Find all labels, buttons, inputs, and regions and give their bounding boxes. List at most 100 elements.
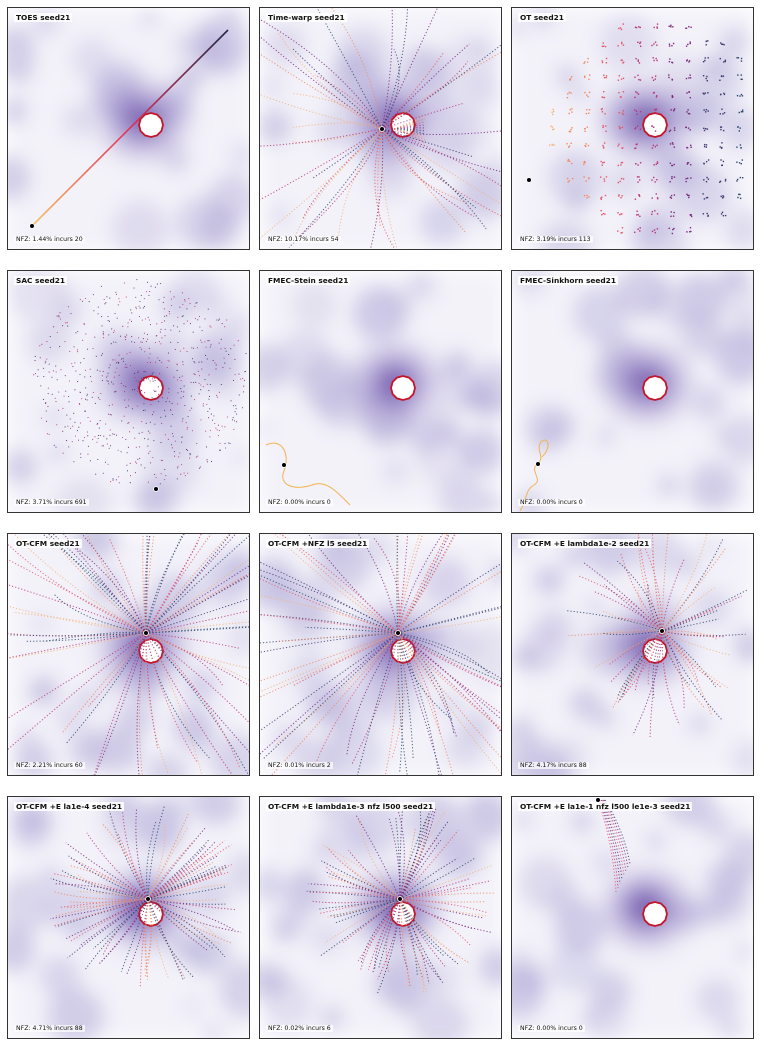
- sample-mark: [117, 304, 119, 306]
- sample-mark: [151, 397, 153, 399]
- trajectory: [292, 122, 383, 130]
- chart-panel: Time-warp seed21 NFZ: 10.17% incurs 54: [259, 7, 502, 250]
- density-blob: [8, 25, 38, 80]
- trajectory: [313, 632, 399, 769]
- sample-mark: [158, 393, 160, 395]
- trajectory: [634, 630, 663, 691]
- sample-mark: [74, 362, 76, 364]
- sample-mark: [686, 163, 689, 165]
- sample-mark: [706, 128, 709, 130]
- sample-mark: [740, 57, 743, 60]
- sample-mark: [621, 41, 623, 44]
- sample-mark: [568, 145, 571, 147]
- sample-mark: [585, 143, 587, 145]
- sample-mark: [170, 425, 172, 427]
- sample-mark: [181, 375, 183, 377]
- trajectory: [332, 872, 401, 900]
- density-blob: [52, 302, 78, 329]
- sample-mark: [220, 338, 222, 340]
- sample-mark: [186, 320, 188, 322]
- sample-mark: [567, 93, 569, 95]
- sample-mark: [213, 415, 215, 417]
- sample-mark: [635, 163, 637, 165]
- sample-mark: [105, 376, 107, 378]
- density-blob: [545, 881, 585, 922]
- sample-mark: [651, 211, 654, 213]
- sample-mark: [158, 341, 160, 343]
- sample-mark: [669, 196, 672, 199]
- sample-mark: [670, 26, 672, 28]
- sample-mark: [139, 446, 141, 448]
- sample-mark: [176, 364, 178, 366]
- trajectory: [43, 631, 147, 642]
- sample-mark: [705, 77, 707, 80]
- trajectory: [393, 121, 426, 130]
- sample-mark: [134, 437, 136, 439]
- sample-mark: [59, 346, 61, 348]
- sample-mark: [619, 96, 622, 98]
- trajectory: [568, 630, 663, 637]
- start-point: [29, 223, 35, 229]
- sample-mark: [673, 194, 676, 196]
- density-blob: [160, 289, 193, 323]
- sample-mark: [86, 393, 88, 395]
- panel-stats: NFZ: 10.17% incurs 54: [266, 236, 341, 243]
- sample-mark: [567, 181, 569, 183]
- sample-mark: [671, 142, 674, 144]
- sample-mark: [143, 371, 145, 373]
- density-blob: [492, 153, 501, 172]
- sample-mark: [147, 316, 149, 318]
- sample-mark: [110, 481, 112, 483]
- trajectory: [147, 869, 226, 900]
- sample-mark: [176, 467, 179, 469]
- panel-title: OT-CFM +E la1e-1 nfz l500 le1e-3 seed21: [518, 802, 693, 811]
- sample-mark: [621, 126, 624, 129]
- trajectory: [99, 898, 149, 964]
- trajectory: [260, 632, 399, 755]
- density-blob: [90, 570, 124, 605]
- sample-mark: [208, 374, 210, 376]
- sample-mark: [672, 26, 674, 28]
- sample-mark: [206, 403, 208, 405]
- sample-mark: [655, 57, 657, 60]
- trajectory: [147, 898, 221, 945]
- sample-mark: [113, 330, 115, 332]
- sample-mark: [653, 126, 655, 128]
- sample-mark: [601, 60, 603, 62]
- sample-mark: [219, 442, 221, 444]
- sample-mark: [634, 128, 636, 130]
- trajectory: [381, 128, 467, 204]
- sample-mark: [737, 57, 740, 59]
- sample-mark: [690, 177, 692, 179]
- sample-mark: [37, 375, 39, 377]
- sample-mark: [127, 422, 129, 424]
- sample-mark: [602, 126, 604, 129]
- panel-title: OT seed21: [518, 13, 566, 22]
- trajectory: [661, 587, 715, 632]
- sample-mark: [165, 401, 167, 403]
- sample-mark: [144, 318, 147, 320]
- sample-mark: [656, 161, 659, 163]
- trajectory: [642, 543, 663, 632]
- sample-mark: [187, 449, 189, 452]
- sample-mark: [155, 390, 157, 392]
- sample-mark: [603, 142, 606, 144]
- sample-mark: [736, 57, 738, 59]
- sample-mark: [686, 177, 689, 180]
- sample-mark: [86, 395, 88, 397]
- trajectory: [120, 898, 149, 972]
- sample-mark: [670, 109, 672, 111]
- trajectory: [661, 630, 730, 656]
- sample-mark: [673, 146, 676, 148]
- sample-mark: [668, 74, 670, 76]
- sample-mark: [161, 422, 163, 424]
- sample-mark: [147, 338, 149, 340]
- trajectory: [108, 808, 149, 900]
- sample-mark: [72, 365, 74, 368]
- sample-mark: [209, 429, 211, 431]
- sample-mark: [720, 75, 723, 77]
- sample-mark: [226, 416, 228, 418]
- sample-mark: [200, 384, 202, 386]
- sample-mark: [656, 59, 658, 62]
- trajectory: [277, 32, 383, 130]
